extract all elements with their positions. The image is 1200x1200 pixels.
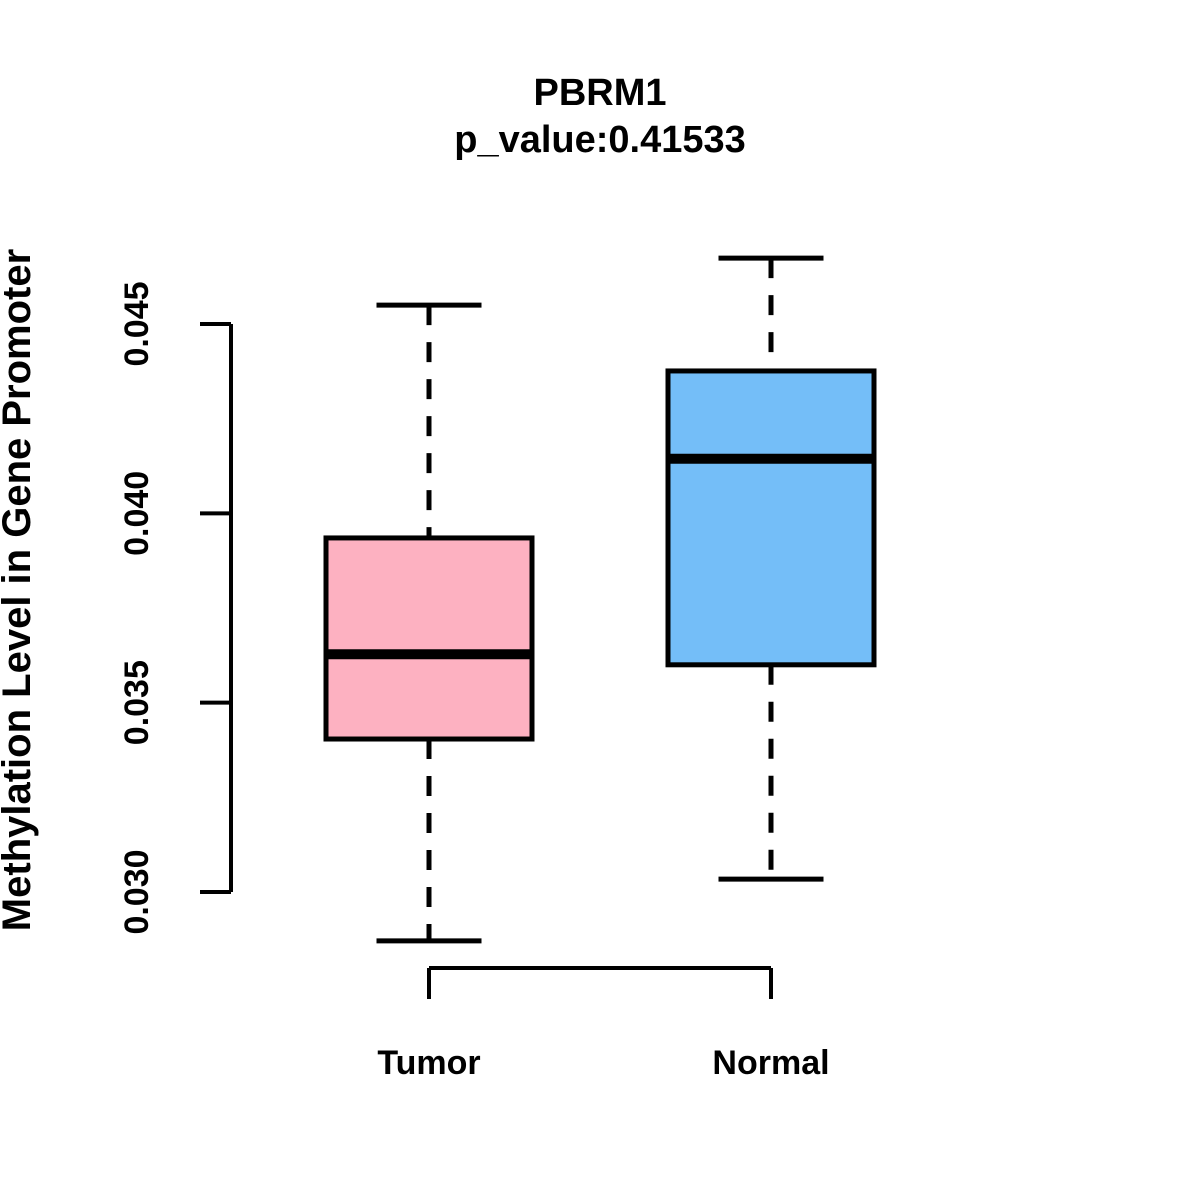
x-axis-label-tumor: Tumor bbox=[377, 1044, 480, 1082]
chart-title: PBRM1 bbox=[533, 72, 666, 114]
tumor-box bbox=[323, 535, 535, 742]
y-axis-title: Methylation Level in Gene Promoter bbox=[0, 249, 39, 931]
chart-subtitle-pvalue: p_value:0.41533 bbox=[454, 119, 746, 161]
normal-box bbox=[665, 368, 877, 668]
y-axis-tick-label: 0.045 bbox=[118, 281, 156, 366]
plot-elements: 0.030 0.035 0.040 0.045 Tumor Normal bbox=[118, 255, 877, 1082]
x-axis-label-normal: Normal bbox=[712, 1044, 829, 1082]
y-axis-tick-label: 0.040 bbox=[118, 471, 156, 556]
y-axis-tick-label: 0.035 bbox=[118, 660, 156, 745]
y-axis-tick-label: 0.030 bbox=[118, 849, 156, 934]
